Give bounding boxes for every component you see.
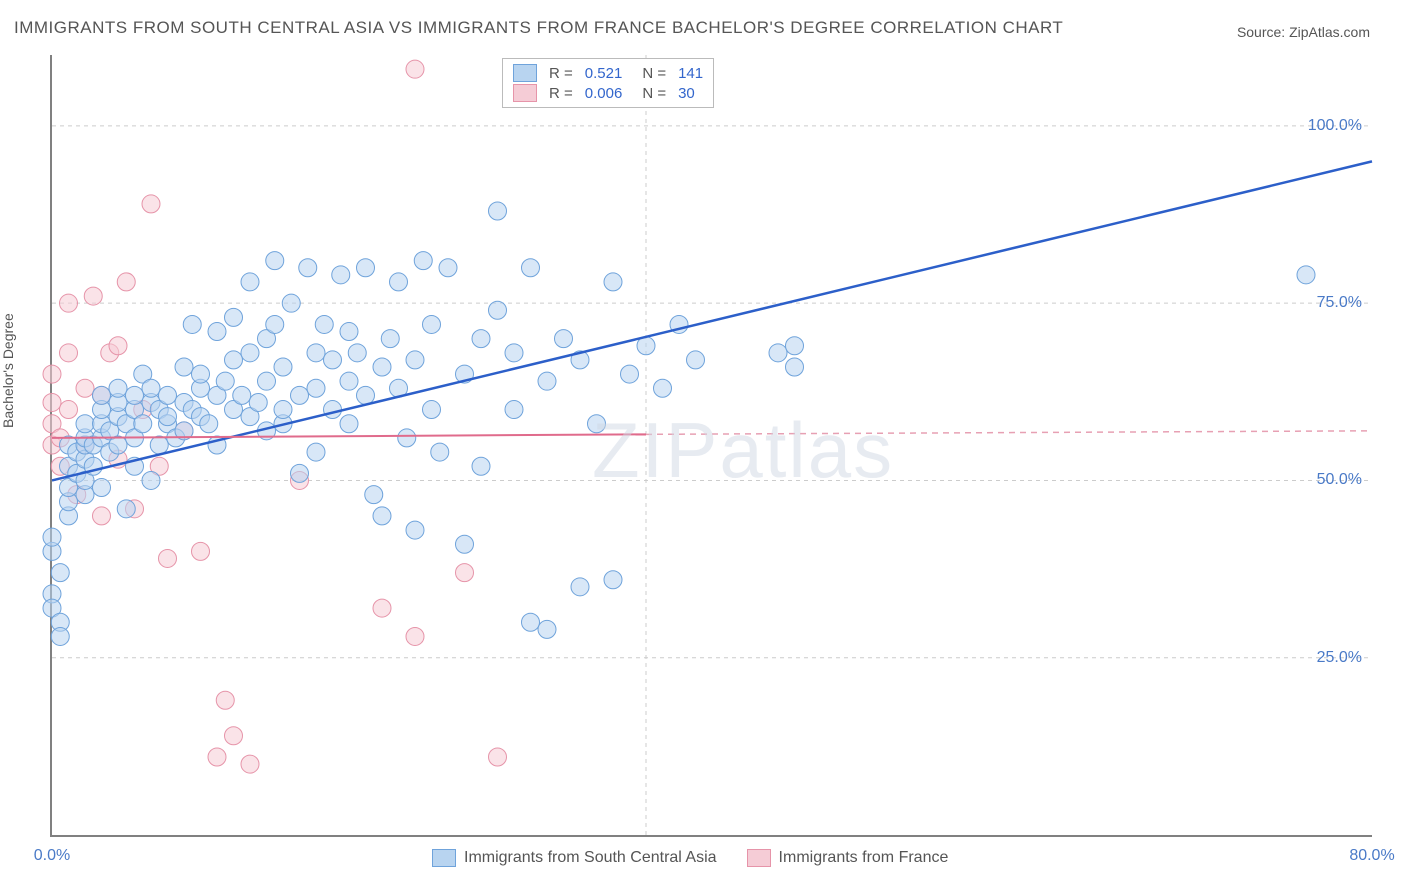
n-label: N =	[642, 65, 666, 82]
plot-area: ZIPatlas R = 0.521 N = 141 R = 0.006 N =…	[50, 55, 1372, 837]
y-axis-label: Bachelor's Degree	[0, 313, 16, 428]
r-value-fr: 0.006	[585, 85, 623, 102]
r-value-sca: 0.521	[585, 65, 623, 82]
x-tick-label: 0.0%	[34, 847, 70, 865]
y-tick-label: 50.0%	[1317, 471, 1362, 489]
chart-title: IMMIGRANTS FROM SOUTH CENTRAL ASIA VS IM…	[14, 18, 1063, 38]
y-tick-label: 25.0%	[1317, 649, 1362, 667]
n-label: N =	[642, 85, 666, 102]
swatch-pink-icon	[513, 84, 537, 102]
r-label: R =	[549, 65, 573, 82]
legend-item-sca: Immigrants from South Central Asia	[432, 849, 717, 867]
legend-item-fr: Immigrants from France	[747, 849, 949, 867]
n-value-sca: 141	[678, 65, 703, 82]
source-label: Source: ZipAtlas.com	[1237, 24, 1370, 40]
legend-row-sca: R = 0.521 N = 141	[513, 63, 703, 83]
r-label: R =	[549, 85, 573, 102]
n-value-fr: 30	[678, 85, 695, 102]
legend-label: Immigrants from South Central Asia	[464, 849, 717, 867]
scatter-svg	[52, 55, 1372, 835]
y-tick-label: 75.0%	[1317, 294, 1362, 312]
y-tick-label: 100.0%	[1308, 117, 1362, 135]
legend-series: Immigrants from South Central Asia Immig…	[432, 849, 948, 867]
legend-row-fr: R = 0.006 N = 30	[513, 83, 703, 103]
x-tick-label: 80.0%	[1349, 847, 1394, 865]
swatch-pink-icon	[747, 849, 771, 867]
legend-correlation: R = 0.521 N = 141 R = 0.006 N = 30	[502, 58, 714, 108]
swatch-blue-icon	[513, 64, 537, 82]
legend-label: Immigrants from France	[779, 849, 949, 867]
swatch-blue-icon	[432, 849, 456, 867]
